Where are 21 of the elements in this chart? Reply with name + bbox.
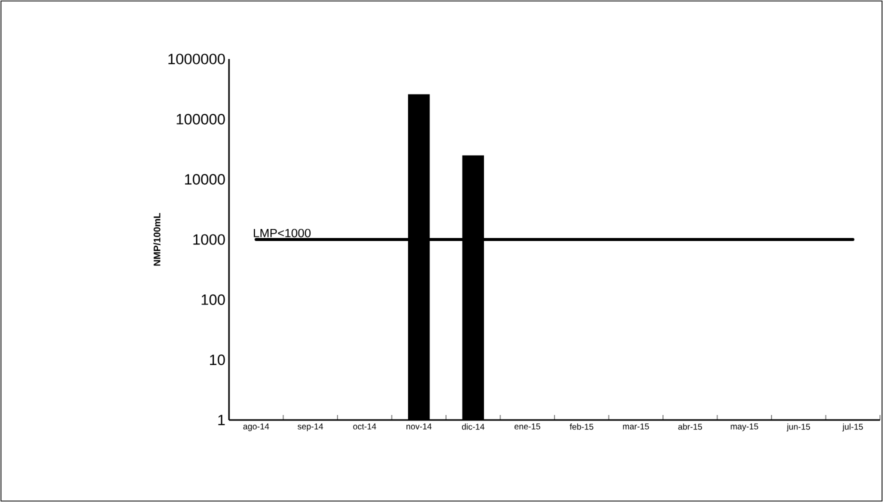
x-tick-label: nov-14	[406, 424, 432, 430]
y-tick-label: 100	[202, 294, 225, 305]
x-tick-label: jul-15	[842, 424, 863, 432]
y-tick-label: 10	[210, 354, 225, 366]
x-tick-label: oct-14	[353, 424, 376, 430]
x-tick-label: feb-15	[570, 424, 594, 430]
y-tick-label: 1000	[193, 234, 225, 245]
x-tick-label: may-15	[730, 424, 758, 432]
x-tick-label: dic-14	[462, 424, 484, 430]
x-tick-label: ene-15	[514, 424, 540, 430]
x-tick-label: ago-14	[243, 424, 270, 432]
ref-line-label: LMP<1000	[254, 228, 311, 238]
y-tick-label: 1000000	[168, 54, 225, 64]
x-tick-label: jun-15	[786, 424, 810, 432]
y-tick-label: 10000	[185, 174, 225, 185]
x-tick-label: abr-15	[678, 424, 702, 430]
y-tick-label: 100000	[176, 114, 225, 124]
x-tick-label: sep-14	[298, 424, 324, 432]
y-tick-label: 1	[218, 414, 225, 426]
y-axis-title: NMP/100mL	[153, 212, 160, 266]
x-tick-label: mar-15	[623, 424, 649, 430]
